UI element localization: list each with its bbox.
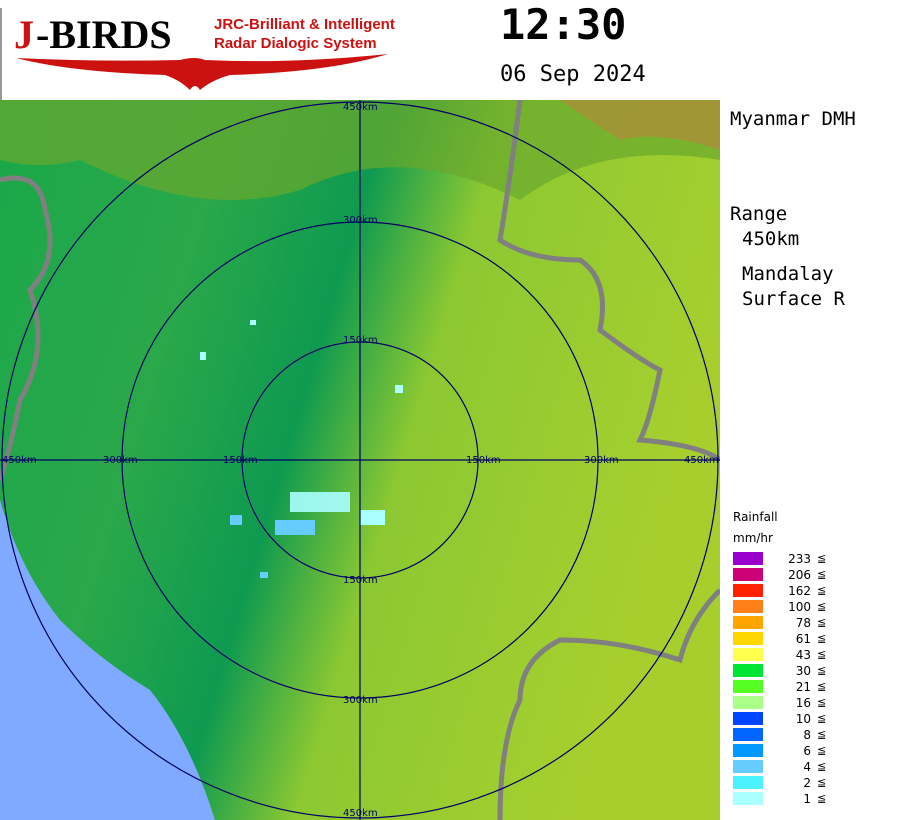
product-name: Surface R [742, 288, 845, 310]
legend-value: 6 [803, 744, 811, 758]
legend-item: 16 ≦ [733, 696, 843, 710]
legend-value: 233 [788, 552, 811, 566]
legend-symbol: ≦ [817, 792, 827, 805]
svg-text:J: J [14, 12, 34, 57]
legend-item: 6 ≦ [733, 744, 843, 758]
legend-swatch [733, 664, 763, 677]
legend-item: 30 ≦ [733, 664, 843, 678]
ring-label-w300: 300km [103, 455, 138, 466]
legend-item: 78 ≦ [733, 616, 843, 630]
legend-item: 4 ≦ [733, 760, 843, 774]
legend-symbol: ≦ [817, 680, 827, 693]
legend-value: 100 [788, 600, 811, 614]
legend-value: 2 [803, 776, 811, 790]
agency-label: Myanmar DMH [730, 108, 856, 130]
legend-swatch [733, 728, 763, 741]
range-rings [0, 100, 720, 820]
legend-symbol: ≦ [817, 616, 827, 629]
legend-value: 206 [788, 568, 811, 582]
legend-swatch [733, 712, 763, 725]
legend-swatch [733, 632, 763, 645]
legend-symbol: ≦ [817, 600, 827, 613]
legend-swatch [733, 792, 763, 805]
legend-swatch [733, 584, 763, 597]
ring-label-n300: 300km [343, 215, 378, 226]
ring-label-n150: 150km [343, 335, 378, 346]
legend-symbol: ≦ [817, 584, 827, 597]
legend-item: 1 ≦ [733, 792, 843, 806]
legend-swatch [733, 552, 763, 565]
legend-value: 1 [803, 792, 811, 806]
legend-swatch [733, 744, 763, 757]
legend-value: 162 [788, 584, 811, 598]
legend-symbol: ≦ [817, 744, 827, 757]
legend-symbol: ≦ [817, 648, 827, 661]
range-label: Range [730, 203, 788, 225]
country-border [0, 100, 720, 820]
ring-label-w150: 150km [223, 455, 258, 466]
svg-text:-BIRDS: -BIRDS [36, 12, 172, 57]
legend-value: 4 [803, 760, 811, 774]
legend-value: 21 [795, 680, 811, 694]
ring-label-e150: 150km [466, 455, 501, 466]
ring-label-s450: 450km [343, 808, 378, 819]
legend-swatch [733, 600, 763, 613]
legend-swatch [733, 648, 763, 661]
radar-map[interactable]: 150km 300km 450km 150km 300km 450km 450k… [0, 100, 720, 820]
legend-item: 61 ≦ [733, 632, 843, 646]
legend-item: 43 ≦ [733, 648, 843, 662]
legend-value: 43 [795, 648, 811, 662]
legend-value: 61 [795, 632, 811, 646]
legend-unit: mm/hr [733, 531, 773, 545]
legend-symbol: ≦ [817, 760, 827, 773]
legend-swatch [733, 776, 763, 789]
header: J -BIRDS JRC-Brilliant & Intelligent Rad… [0, 0, 920, 100]
legend-symbol: ≦ [817, 696, 827, 709]
legend-value: 16 [795, 696, 811, 710]
legend-value: 30 [795, 664, 811, 678]
legend-item: 8 ≦ [733, 728, 843, 742]
legend-symbol: ≦ [817, 664, 827, 677]
site-name: Mandalay [742, 263, 834, 285]
legend-symbol: ≦ [817, 712, 827, 725]
j-birds-logo: J -BIRDS JRC-Brilliant & Intelligent Rad… [0, 8, 395, 100]
range-value: 450km [742, 228, 800, 250]
legend-item: 21 ≦ [733, 680, 843, 694]
ring-label-n450: 450km [343, 102, 378, 113]
legend-value: 10 [795, 712, 811, 726]
sea [0, 500, 215, 820]
ring-label-e300: 300km [584, 455, 619, 466]
legend-symbol: ≦ [817, 632, 827, 645]
rain-echoes [200, 320, 403, 578]
legend-symbol: ≦ [817, 552, 827, 565]
ring-label-s300: 300km [343, 695, 378, 706]
date: 06 Sep 2024 [500, 62, 646, 87]
ring-label-w450: 450km [2, 455, 37, 466]
legend-swatch [733, 616, 763, 629]
legend-item: 233 ≦ [733, 552, 843, 566]
snow-peaks [560, 100, 720, 150]
legend-swatch [733, 760, 763, 773]
legend-item: 10 ≦ [733, 712, 843, 726]
legend-item: 162 ≦ [733, 584, 843, 598]
legend-swatch [733, 568, 763, 581]
legend-item: 2 ≦ [733, 776, 843, 790]
legend-symbol: ≦ [817, 728, 827, 741]
legend-title: Rainfall [733, 510, 778, 524]
ring-label-s150: 150km [343, 575, 378, 586]
legend-item: 100 ≦ [733, 600, 843, 614]
legend-swatch [733, 680, 763, 693]
legend-swatch [733, 696, 763, 709]
legend-value: 8 [803, 728, 811, 742]
legend-item: 206 ≦ [733, 568, 843, 582]
clock-time: 12:30 [500, 0, 627, 49]
legend-symbol: ≦ [817, 568, 827, 581]
ring-label-e450: 450km [684, 455, 719, 466]
svg-text:JRC-Brilliant & Intelligent: JRC-Brilliant & Intelligent [214, 16, 395, 33]
legend-value: 78 [795, 616, 811, 630]
legend-symbol: ≦ [817, 776, 827, 789]
svg-text:Radar Dialogic System: Radar Dialogic System [214, 35, 377, 52]
